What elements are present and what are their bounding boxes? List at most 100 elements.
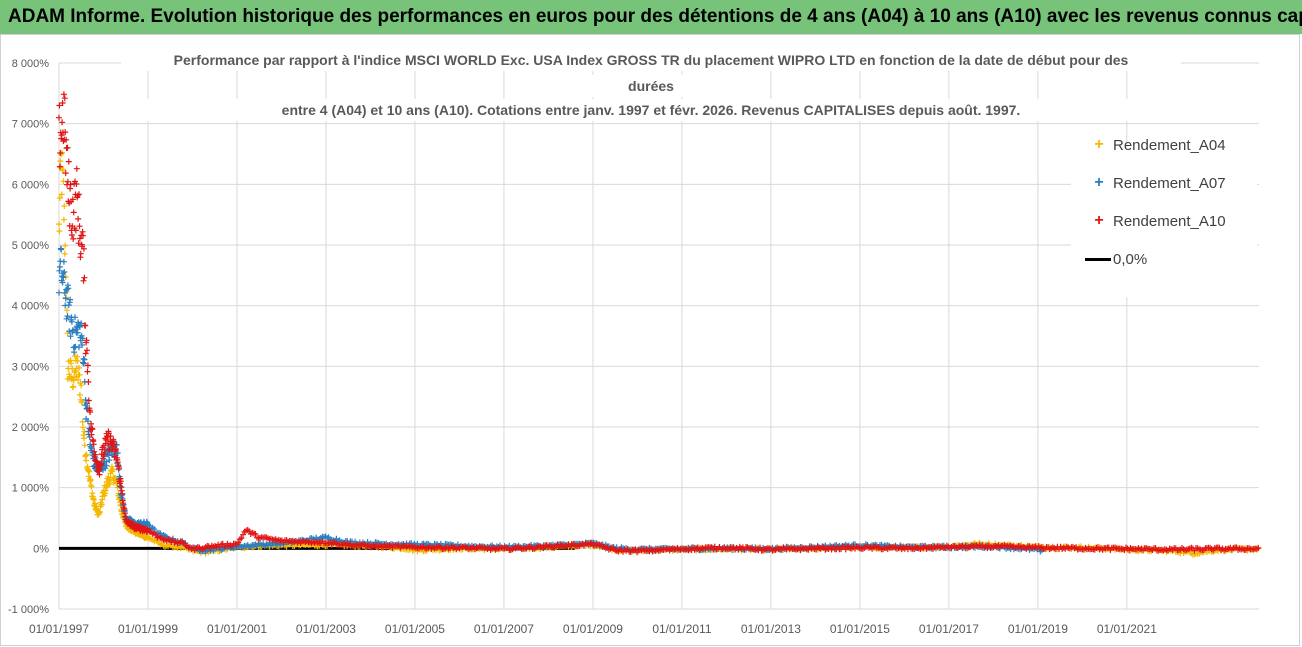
data-point xyxy=(109,442,116,449)
data-point xyxy=(72,314,78,321)
data-point xyxy=(87,409,94,415)
data-point xyxy=(75,215,82,222)
data-point xyxy=(62,242,69,249)
data-point xyxy=(56,221,62,228)
data-point xyxy=(80,435,87,442)
data-point xyxy=(84,347,90,354)
data-point xyxy=(85,379,92,385)
y-tick-label: 1 000% xyxy=(12,483,50,495)
data-point xyxy=(90,441,97,448)
chart-title-line-2: durées xyxy=(591,75,711,97)
legend-item-a04: + Rendement_A04 xyxy=(1085,135,1225,155)
data-point xyxy=(98,501,105,508)
x-tick-label: 01/01/2009 xyxy=(563,622,623,636)
data-point xyxy=(85,467,92,474)
data-point xyxy=(70,327,77,334)
x-tick-label: 01/01/2015 xyxy=(830,622,890,636)
x-tick-label: 01/01/2021 xyxy=(1097,622,1157,636)
data-point xyxy=(84,362,91,369)
series-rendement-a07 xyxy=(56,245,1045,555)
data-point xyxy=(58,246,65,253)
data-point xyxy=(238,535,245,542)
legend-item-zero: 0,0% xyxy=(1085,249,1147,269)
data-point xyxy=(1255,545,1262,552)
series-points xyxy=(56,91,1262,558)
data-point xyxy=(76,344,82,351)
chart-title-line-3: entre 4 (A04) et 10 ans (A10). Cotations… xyxy=(121,99,1181,121)
x-tick-label: 01/01/2011 xyxy=(652,622,711,636)
data-point xyxy=(107,433,114,440)
data-point xyxy=(63,136,70,143)
axis-labels: -1 000% 0% 1 000% 2 000% 3 000% 4 000% 5 000% 6… xyxy=(8,58,1157,636)
x-tick-label: 01/01/2017 xyxy=(919,622,979,636)
data-point xyxy=(60,274,67,281)
y-tick-label: 3 000% xyxy=(12,361,50,373)
performance-scatter-chart: -1 000% 0% 1 000% 2 000% 3 000% 4 000% 5 000% 6… xyxy=(8,58,1262,636)
data-point xyxy=(56,263,63,270)
data-point xyxy=(88,431,95,438)
data-point xyxy=(79,418,86,425)
data-point xyxy=(96,509,103,516)
data-point xyxy=(67,333,74,340)
data-point xyxy=(64,313,71,320)
data-point xyxy=(81,356,88,363)
data-point xyxy=(76,235,83,242)
data-point xyxy=(73,181,80,187)
data-point xyxy=(76,223,83,230)
data-point xyxy=(58,132,65,139)
data-point xyxy=(74,358,81,364)
data-point xyxy=(67,181,74,188)
data-point xyxy=(107,476,114,483)
data-point xyxy=(76,364,82,371)
data-point xyxy=(82,350,89,357)
data-point xyxy=(62,170,69,177)
data-point xyxy=(76,371,83,378)
data-point xyxy=(80,277,87,284)
x-tick-label: 01/01/1997 xyxy=(29,622,89,636)
y-tick-label: 0% xyxy=(33,543,49,555)
data-point xyxy=(73,165,80,172)
data-point xyxy=(85,397,92,404)
data-point xyxy=(80,245,87,252)
data-point xyxy=(60,166,66,173)
data-point xyxy=(59,119,66,126)
data-point xyxy=(63,315,70,322)
data-point xyxy=(81,442,88,449)
data-point xyxy=(81,274,88,281)
data-point xyxy=(90,496,97,503)
data-point xyxy=(79,399,86,406)
data-point xyxy=(61,95,68,102)
data-point xyxy=(93,458,100,464)
data-point xyxy=(60,258,67,265)
data-point xyxy=(75,240,82,247)
data-point xyxy=(89,426,96,433)
x-tick-label: 01/01/2005 xyxy=(385,622,445,636)
data-point xyxy=(119,490,126,497)
data-point xyxy=(65,302,72,309)
data-point xyxy=(84,400,90,407)
data-point xyxy=(61,250,68,257)
data-point xyxy=(76,391,83,398)
x-tick-label: 01/01/2019 xyxy=(1008,622,1068,636)
data-point xyxy=(74,329,81,336)
data-point xyxy=(64,178,71,185)
y-tick-label: 6 000% xyxy=(12,179,50,191)
data-point xyxy=(64,307,70,314)
data-point xyxy=(62,129,69,136)
legend-label-zero: 0,0% xyxy=(1113,250,1148,268)
x-tick-label: 01/01/2013 xyxy=(741,622,801,636)
y-tick-label: -1 000% xyxy=(8,604,49,616)
data-point xyxy=(106,457,113,464)
data-point xyxy=(56,114,62,121)
x-tick-label: 01/01/2001 xyxy=(207,622,267,636)
legend-item-a07: + Rendement_A07 xyxy=(1085,173,1226,193)
data-point xyxy=(72,227,79,234)
data-point xyxy=(79,335,86,342)
data-point xyxy=(83,337,90,344)
data-point xyxy=(79,342,86,348)
data-point xyxy=(235,539,242,546)
legend-label-a07: Rendement_A07 xyxy=(1113,174,1226,192)
data-point xyxy=(116,465,123,472)
data-point xyxy=(96,471,103,478)
data-point xyxy=(76,323,83,330)
